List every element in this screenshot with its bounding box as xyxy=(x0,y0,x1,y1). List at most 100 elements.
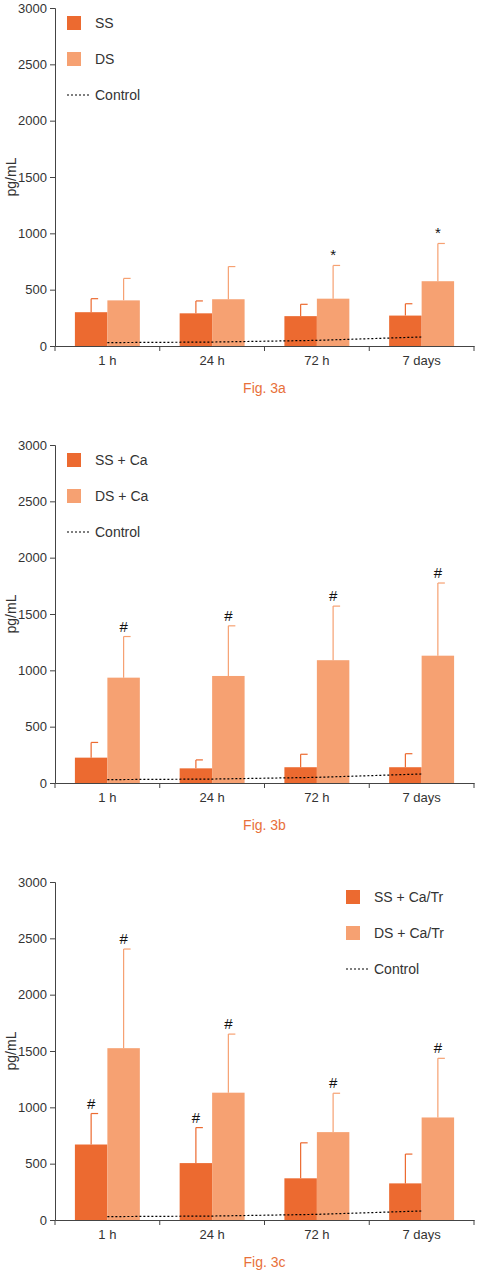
significance-mark: # xyxy=(329,587,338,604)
bar xyxy=(212,299,244,346)
legend: SSDSControl xyxy=(67,15,140,103)
error-bar xyxy=(300,304,301,316)
x-tick: 1 h xyxy=(98,346,116,368)
significance-mark: * xyxy=(330,246,336,263)
error-bar xyxy=(195,1128,196,1163)
error-bar xyxy=(91,742,92,757)
significance-mark: # xyxy=(224,1015,233,1032)
x-tick-label: 24 h xyxy=(199,353,224,368)
bar xyxy=(422,656,454,783)
plot-marks xyxy=(75,949,454,1220)
chart: 0500100015002000250030001 h24 h72 h7 day… xyxy=(3,438,475,833)
x-tick: 7 days xyxy=(402,1220,441,1242)
x-separator xyxy=(369,783,370,788)
x-separator xyxy=(264,346,265,351)
y-tick-mark xyxy=(50,346,55,347)
chart: 0500100015002000250030001 h24 h72 h7 day… xyxy=(3,1,475,396)
x-tick-label: 7 days xyxy=(402,353,441,368)
y-tick: 1000 xyxy=(18,226,55,241)
error-bar xyxy=(123,637,124,678)
y-tick-mark xyxy=(50,1051,55,1052)
error-bar xyxy=(228,267,229,300)
y-tick-mark xyxy=(50,177,55,178)
error-bar xyxy=(333,606,334,660)
x-separator xyxy=(159,783,160,788)
y-tick: 3000 xyxy=(18,438,55,453)
figure-caption: Fig. 3a xyxy=(243,380,286,396)
bar xyxy=(107,300,139,346)
legend-swatch xyxy=(67,52,81,66)
legend-label: DS + Ca xyxy=(95,488,149,504)
error-cap xyxy=(405,303,412,304)
bar xyxy=(75,758,107,783)
x-separator xyxy=(474,1220,475,1225)
legend-label: SS + Ca xyxy=(95,452,148,468)
y-tick-label: 3000 xyxy=(18,438,47,453)
bar xyxy=(212,676,244,783)
y-tick-label: 2000 xyxy=(18,113,47,128)
y-tick: 2500 xyxy=(18,57,55,72)
y-tick-label: 0 xyxy=(40,1213,47,1228)
y-axis: 050010001500200025003000 xyxy=(18,438,55,791)
annotations: #### xyxy=(119,564,442,635)
error-cap xyxy=(124,278,131,279)
y-tick-mark xyxy=(50,938,55,939)
legend-label: Control xyxy=(374,961,419,977)
x-tick: 24 h xyxy=(199,1220,224,1242)
y-tick: 500 xyxy=(25,282,55,297)
legend: SS + Ca/TrDS + Ca/TrControl xyxy=(346,889,444,977)
x-tick-label: 1 h xyxy=(98,1227,116,1242)
y-axis-line xyxy=(50,9,56,347)
bar xyxy=(75,1145,107,1220)
y-tick-mark xyxy=(50,8,55,9)
y-tick-mark xyxy=(50,614,55,615)
x-tick: 24 h xyxy=(199,346,224,368)
x-tick: 7 days xyxy=(402,783,441,805)
y-tick: 3000 xyxy=(18,1,55,16)
y-tick-label: 1500 xyxy=(18,607,47,622)
y-tick-label: 2500 xyxy=(18,57,47,72)
error-bar xyxy=(437,583,438,656)
y-tick-mark xyxy=(50,882,55,883)
legend-swatch xyxy=(346,926,360,940)
error-bar xyxy=(300,1143,301,1178)
x-tick-label: 72 h xyxy=(304,353,329,368)
error-bar xyxy=(195,760,196,768)
y-tick-label: 2000 xyxy=(18,987,47,1002)
plot-marks xyxy=(75,583,454,783)
error-cap xyxy=(301,754,308,755)
x-separator xyxy=(369,1220,370,1225)
y-tick-label: 1500 xyxy=(18,1044,47,1059)
x-tick: 72 h xyxy=(304,346,329,368)
legend-label: SS xyxy=(95,15,114,31)
y-axis: 050010001500200025003000 xyxy=(18,1,55,354)
legend-swatch xyxy=(67,453,81,467)
y-tick: 1500 xyxy=(18,170,55,185)
x-axis: 1 h24 h72 h7 days xyxy=(56,783,475,805)
error-cap xyxy=(196,1127,203,1128)
legend-label: DS xyxy=(95,51,114,67)
y-tick: 500 xyxy=(25,1156,55,1171)
x-separator xyxy=(55,783,56,788)
error-bar xyxy=(333,1093,334,1132)
y-tick: 2500 xyxy=(18,931,55,946)
bar xyxy=(75,312,107,346)
x-tick: 1 h xyxy=(98,1220,116,1242)
x-tick-label: 7 days xyxy=(402,790,441,805)
significance-mark: # xyxy=(434,564,443,581)
chart: 0500100015002000250030001 h24 h72 h7 day… xyxy=(3,875,475,1270)
y-tick-mark xyxy=(50,1164,55,1165)
x-tick-label: 1 h xyxy=(98,790,116,805)
y-tick-label: 2500 xyxy=(18,494,47,509)
y-tick: 0 xyxy=(40,776,55,791)
y-tick-mark xyxy=(50,445,55,446)
y-tick-label: 3000 xyxy=(18,1,47,16)
error-cap xyxy=(91,742,98,743)
bar xyxy=(284,1178,316,1220)
x-separator xyxy=(55,1220,56,1225)
y-tick-mark xyxy=(50,233,55,234)
x-tick-label: 72 h xyxy=(304,790,329,805)
y-tick-mark xyxy=(50,1107,55,1108)
legend-label: SS + Ca/Tr xyxy=(374,889,443,905)
error-bar xyxy=(228,1034,229,1093)
